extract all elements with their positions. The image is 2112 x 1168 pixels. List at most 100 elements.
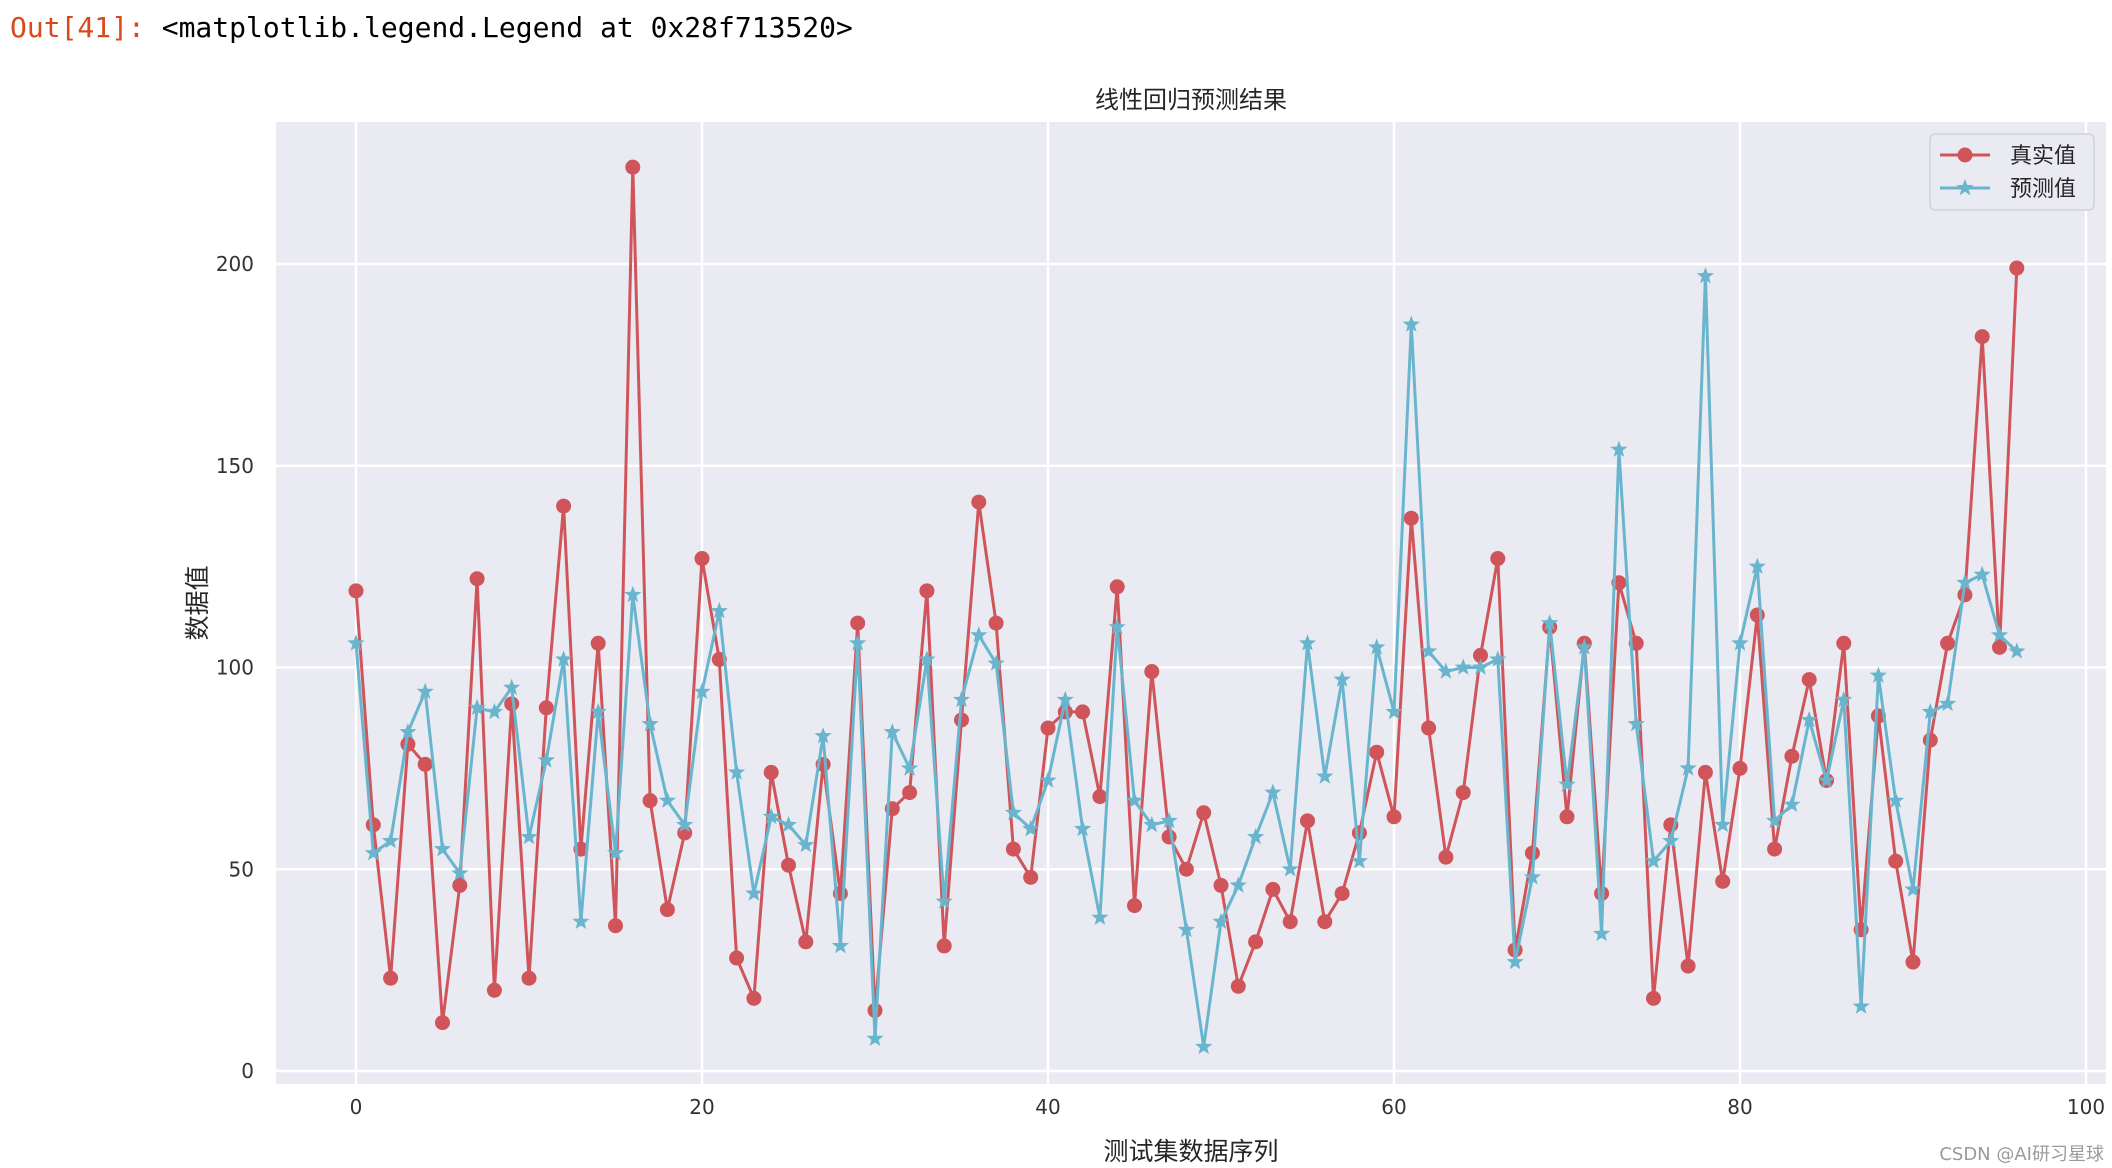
data-point xyxy=(1817,771,1836,788)
data-point xyxy=(1247,828,1265,845)
data-point xyxy=(417,756,433,772)
data-point xyxy=(537,751,555,768)
data-point xyxy=(2009,260,2025,276)
y-tick-label: 200 xyxy=(216,252,254,276)
data-point xyxy=(987,654,1005,671)
data-point xyxy=(1092,789,1108,805)
data-point xyxy=(781,857,796,873)
data-point xyxy=(1610,440,1628,457)
legend-label-real: 真实值 xyxy=(2010,144,2076,169)
watermark: CSDN @AI研习星球 xyxy=(1939,1144,2104,1165)
data-point xyxy=(1489,650,1507,667)
data-point xyxy=(1714,815,1732,833)
data-point xyxy=(399,723,417,740)
data-point xyxy=(919,583,935,599)
data-point xyxy=(1490,551,1506,567)
data-point xyxy=(866,1029,884,1046)
data-point xyxy=(971,494,987,510)
data-point xyxy=(1767,841,1783,857)
data-point xyxy=(1990,626,2009,643)
data-point xyxy=(1627,715,1645,732)
data-point xyxy=(1800,711,1818,728)
data-point xyxy=(970,626,988,643)
series-pred xyxy=(347,267,2026,1055)
output-prompt: Out[41]: xyxy=(10,11,145,44)
data-point xyxy=(520,828,538,845)
data-point xyxy=(902,785,918,801)
data-point xyxy=(658,791,676,808)
data-point xyxy=(1386,809,1402,825)
data-point xyxy=(797,836,815,853)
data-point xyxy=(814,727,832,744)
data-point xyxy=(1680,958,1696,974)
data-point xyxy=(521,970,537,986)
data-point xyxy=(1973,565,1991,582)
data-point xyxy=(608,918,623,934)
chart-title: 线性回归预测结果 xyxy=(1095,86,1287,114)
data-point xyxy=(1161,829,1177,845)
plot-area xyxy=(276,122,2106,1084)
data-point xyxy=(433,840,452,857)
data-point xyxy=(1350,852,1368,869)
data-point xyxy=(1420,642,1438,659)
data-point xyxy=(383,970,399,986)
data-point xyxy=(538,700,554,716)
data-point xyxy=(1056,690,1074,708)
data-point xyxy=(1264,783,1282,800)
x-tick-label: 80 xyxy=(1727,1095,1752,1119)
data-point xyxy=(1836,635,1852,651)
data-point xyxy=(485,702,503,720)
data-point xyxy=(1471,658,1490,675)
axis-ticks: 0 20 40 60 80 100 0 50 100 150 200 xyxy=(216,252,2105,1119)
data-point xyxy=(1662,832,1680,849)
data-point xyxy=(348,583,364,599)
data-point xyxy=(1127,898,1142,914)
data-point xyxy=(1835,690,1853,708)
data-point xyxy=(850,615,866,631)
data-point xyxy=(728,763,746,780)
data-point xyxy=(1039,771,1057,788)
data-point xyxy=(1506,953,1524,970)
data-point xyxy=(1075,704,1091,720)
data-point xyxy=(1023,869,1039,885)
data-point xyxy=(954,712,969,728)
legend-marker-real xyxy=(1957,147,1973,163)
data-point xyxy=(1732,760,1748,776)
data-point xyxy=(710,602,728,619)
data-point xyxy=(694,551,710,567)
data-point xyxy=(693,682,711,699)
data-point xyxy=(1178,861,1194,877)
data-point xyxy=(641,715,659,732)
data-point xyxy=(556,498,572,514)
data-point xyxy=(1473,647,1488,663)
y-axis-label: 数据值 xyxy=(183,565,212,640)
data-point xyxy=(469,571,485,587)
data-point xyxy=(1369,744,1385,760)
data-point xyxy=(1715,873,1731,889)
data-point xyxy=(1282,914,1298,930)
data-point xyxy=(416,682,434,699)
x-tick-label: 40 xyxy=(1035,1095,1060,1119)
data-point xyxy=(1212,912,1230,929)
data-point xyxy=(1108,618,1126,635)
data-point xyxy=(935,892,953,909)
data-point xyxy=(1523,868,1541,885)
data-point xyxy=(1922,732,1938,748)
data-point xyxy=(1298,634,1317,651)
data-point xyxy=(1317,914,1333,930)
data-point xyxy=(1281,860,1299,877)
data-point xyxy=(1852,997,1870,1014)
data-point xyxy=(1334,885,1350,901)
data-point xyxy=(589,702,607,720)
data-point xyxy=(1005,841,1021,857)
data-point xyxy=(1160,811,1178,829)
data-point xyxy=(382,832,400,849)
data-point xyxy=(1196,805,1212,821)
data-point xyxy=(1801,672,1817,688)
data-point xyxy=(1022,819,1040,837)
x-tick-label: 0 xyxy=(350,1095,363,1119)
data-point xyxy=(1195,1037,1213,1055)
output-text: <matplotlib.legend.Legend at 0x28f713520… xyxy=(161,11,853,44)
data-point xyxy=(901,759,919,776)
data-point xyxy=(503,678,521,695)
